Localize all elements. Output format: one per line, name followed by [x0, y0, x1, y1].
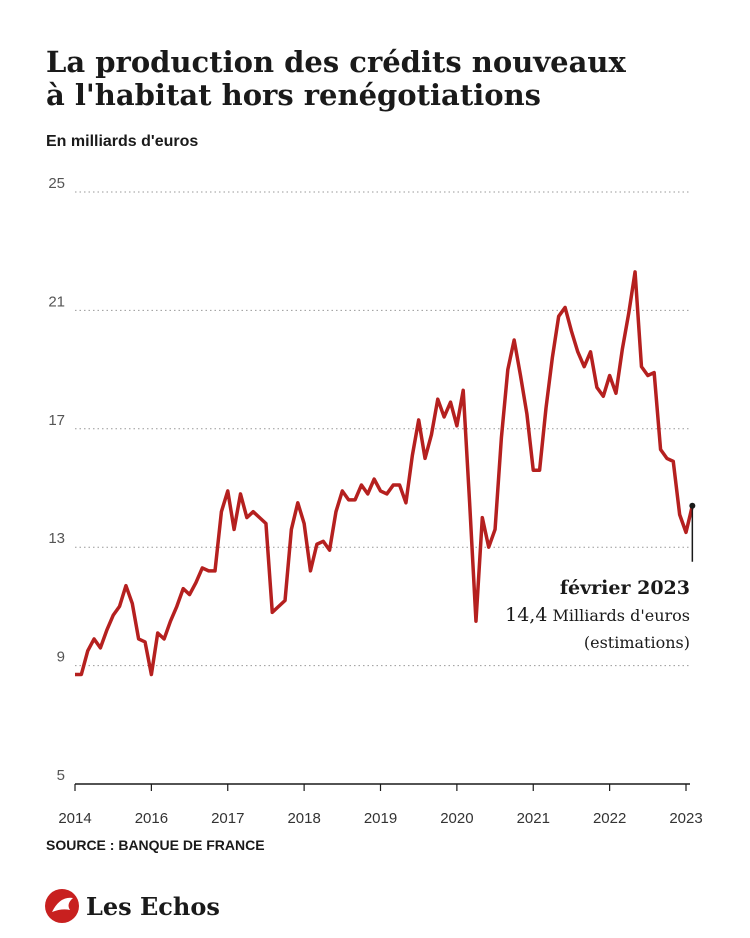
x-tick-label: 2020	[440, 810, 473, 827]
y-tick-label: 9	[57, 649, 65, 666]
y-tick-label: 25	[48, 175, 65, 192]
source: SOURCE : BANQUE DE FRANCE	[46, 837, 265, 853]
y-tick-label: 21	[48, 293, 65, 310]
y-tick-label: 5	[57, 767, 65, 784]
chart-title: à l'habitat hors renégotiations	[46, 78, 541, 112]
annotation-dot	[689, 502, 696, 509]
x-tick-label: 2017	[211, 810, 244, 827]
annotation-value: 14,4 Milliards d'euros	[505, 604, 690, 626]
logo: Les Echos	[45, 889, 220, 923]
x-tick-label: 2019	[364, 810, 397, 827]
annotation-value-label: 14,4	[505, 604, 547, 626]
annotation-unit: Milliards d'euros	[553, 606, 690, 625]
brand: Les Echos	[86, 892, 220, 921]
x-tick-label: 2023	[669, 810, 702, 827]
y-tick-label: 13	[48, 530, 65, 547]
y-tick-label: 17	[48, 412, 65, 429]
x-tick-label: 2022	[593, 810, 626, 827]
logo-icon-shape	[52, 897, 73, 912]
annotation-note: (estimations)	[584, 633, 690, 652]
x-tick-label: 2018	[287, 810, 320, 827]
annotation-date: février 2023	[560, 577, 690, 599]
data-line	[75, 270, 695, 677]
x-tick-label: 2021	[517, 810, 550, 827]
subtitle: En milliards d'euros	[46, 133, 198, 150]
x-tick-label: 2016	[135, 810, 168, 827]
chart-title: La production des crédits nouveaux	[46, 45, 626, 79]
x-tick-label: 2014	[58, 810, 91, 827]
